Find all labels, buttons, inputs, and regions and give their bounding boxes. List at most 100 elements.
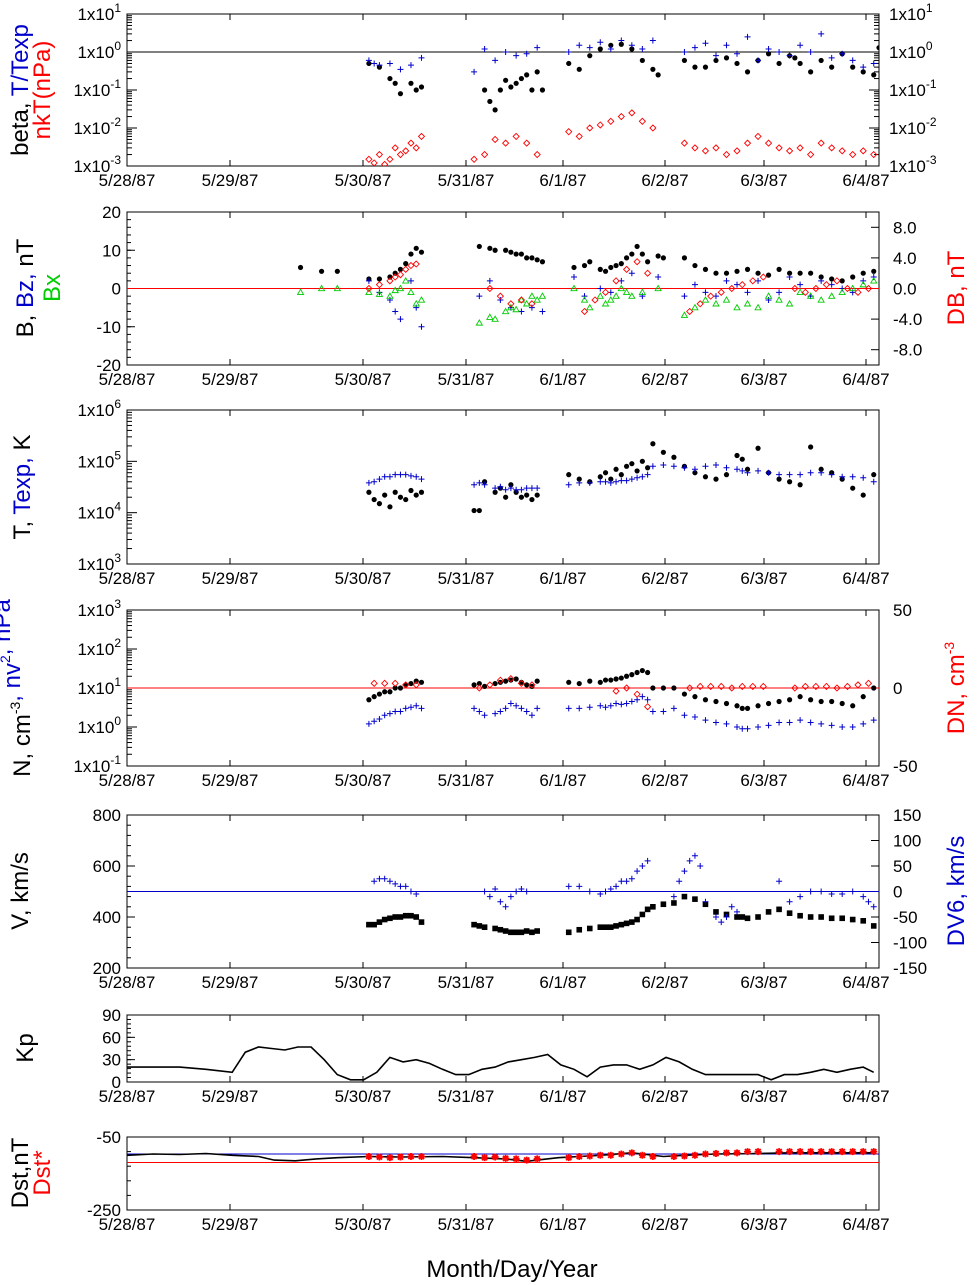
data-point: [587, 678, 593, 684]
data-point: [333, 284, 342, 292]
series-db: [365, 258, 873, 316]
data-point: [723, 464, 730, 471]
data-point: [408, 251, 414, 257]
data-point: [860, 720, 867, 727]
x-tick-label: 6/2/87: [641, 569, 688, 588]
data-point: [522, 299, 531, 307]
data-point: [591, 296, 599, 304]
data-point: [534, 678, 540, 684]
data-point: [317, 284, 326, 292]
x-tick-label: 5/31/87: [438, 1087, 495, 1106]
x-tick-label: 5/29/87: [202, 370, 259, 389]
data-point: [822, 281, 831, 289]
data-point: [576, 66, 582, 72]
data-point: [670, 705, 677, 712]
data-point: [765, 700, 772, 707]
data-point: [470, 1152, 478, 1160]
data-point: [518, 494, 525, 500]
plot-area: [365, 441, 877, 514]
data-point: [476, 293, 483, 300]
data-point: [734, 60, 740, 67]
data-point: [722, 296, 731, 303]
x-tick-label: 6/4/87: [842, 1087, 889, 1106]
data-point: [387, 75, 393, 82]
data-point: [839, 724, 846, 730]
data-point: [733, 303, 741, 311]
data-point: [365, 277, 372, 284]
data-point: [775, 144, 783, 152]
x-tick-label: 5/29/87: [202, 171, 259, 190]
data-point: [476, 708, 483, 715]
data-point: [785, 299, 794, 307]
data-point: [702, 474, 709, 480]
data-point: [565, 1154, 573, 1162]
data-point: [397, 708, 404, 715]
data-point: [602, 470, 609, 476]
data-point: [860, 270, 866, 276]
data-point: [754, 303, 762, 311]
data-point: [649, 463, 656, 470]
data-point: [492, 107, 498, 113]
data-point: [408, 680, 414, 687]
x-tick-label: 6/1/87: [539, 1215, 586, 1234]
data-point: [776, 471, 783, 478]
data-point: [602, 677, 609, 683]
x-tick-label: 6/3/87: [740, 171, 787, 190]
data-point: [629, 46, 635, 52]
data-point: [849, 916, 856, 923]
data-point: [692, 470, 698, 476]
data-point: [513, 929, 519, 936]
data-point: [601, 299, 610, 307]
data-point: [602, 268, 609, 274]
data-point: [413, 891, 420, 898]
data-point: [786, 719, 793, 726]
data-point: [376, 691, 383, 697]
data-point: [854, 681, 862, 689]
data-point: [792, 55, 798, 61]
series-texp: [365, 461, 877, 493]
data-point: [660, 685, 666, 691]
data-point: [871, 72, 877, 78]
panel-kp: 5/28/87 5/29/87 5/30/87 5/31/87 6/1/87 6/2/87…: [12, 1006, 890, 1106]
data-point: [381, 875, 388, 882]
data-point: [412, 681, 420, 689]
panel-dst: 5/28/87 5/29/87 5/30/87 5/31/87 6/1/87 6/2/87…: [7, 1128, 890, 1234]
data-point: [371, 496, 377, 503]
data-point: [628, 109, 636, 117]
data-point: [848, 284, 857, 292]
data-point: [754, 1148, 762, 1156]
data-point: [738, 281, 746, 289]
data-point: [513, 251, 519, 257]
data-point: [376, 276, 383, 282]
data-point: [371, 60, 378, 67]
data-point: [386, 710, 393, 717]
series-bx: [296, 276, 878, 326]
x-tick-label: 6/2/87: [641, 771, 688, 790]
data-point: [827, 292, 836, 299]
data-point: [680, 311, 689, 318]
data-point: [370, 679, 378, 687]
data-point: [376, 476, 383, 483]
data-point: [491, 135, 499, 144]
data-point: [501, 139, 510, 147]
data-point: [797, 270, 803, 276]
data-point: [686, 307, 694, 316]
data-point: [402, 471, 409, 478]
data-point: [392, 914, 398, 920]
data-point: [402, 265, 410, 274]
data-point: [655, 253, 661, 259]
data-point: [701, 296, 710, 303]
y-tick-label: 200: [93, 959, 121, 978]
data-point: [407, 888, 414, 895]
data-point: [481, 87, 488, 93]
x-tick-label: 5/29/87: [202, 569, 259, 588]
data-point: [838, 288, 846, 295]
data-point: [476, 479, 483, 486]
y2-tick-label: 1x10-3: [889, 153, 937, 176]
data-point: [739, 725, 746, 732]
y-tick-label: -20: [96, 356, 121, 375]
data-point: [507, 303, 515, 311]
data-point: [602, 704, 609, 711]
data-point: [597, 478, 604, 485]
data-point: [739, 705, 745, 711]
